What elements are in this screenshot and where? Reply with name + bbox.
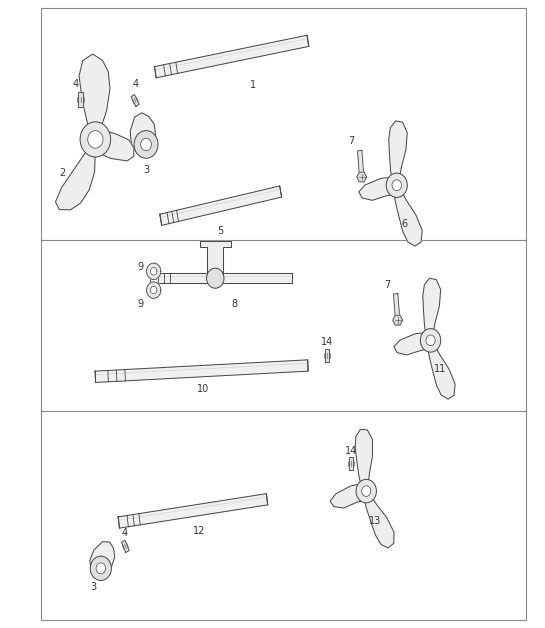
Polygon shape	[79, 54, 110, 143]
Circle shape	[420, 328, 441, 352]
Polygon shape	[131, 94, 140, 107]
Text: 12: 12	[193, 526, 205, 536]
Polygon shape	[394, 332, 434, 355]
Polygon shape	[160, 186, 282, 225]
Polygon shape	[393, 294, 400, 320]
Text: 3: 3	[143, 165, 149, 175]
Polygon shape	[423, 278, 441, 338]
Polygon shape	[349, 457, 353, 470]
Circle shape	[141, 138, 152, 151]
Polygon shape	[427, 342, 455, 399]
Text: 4: 4	[132, 79, 138, 89]
Text: 4: 4	[72, 79, 78, 89]
Circle shape	[426, 335, 435, 345]
Polygon shape	[90, 542, 114, 577]
Polygon shape	[150, 273, 292, 283]
Circle shape	[207, 268, 224, 288]
Polygon shape	[355, 430, 372, 490]
Polygon shape	[147, 282, 161, 298]
Text: 5: 5	[217, 226, 224, 236]
Polygon shape	[93, 129, 134, 161]
Polygon shape	[122, 540, 129, 553]
Circle shape	[356, 479, 377, 503]
Circle shape	[96, 563, 106, 574]
Text: 9: 9	[137, 262, 144, 272]
Polygon shape	[56, 136, 96, 210]
Circle shape	[88, 131, 103, 148]
Text: 14: 14	[345, 446, 357, 456]
Polygon shape	[95, 360, 308, 382]
Polygon shape	[358, 151, 364, 177]
Polygon shape	[147, 263, 161, 279]
Polygon shape	[359, 176, 401, 200]
Polygon shape	[150, 268, 157, 275]
Polygon shape	[330, 483, 370, 508]
Polygon shape	[78, 92, 83, 107]
Circle shape	[392, 180, 402, 191]
Polygon shape	[200, 241, 231, 278]
Text: 1: 1	[250, 80, 257, 90]
Text: 3: 3	[90, 582, 97, 592]
Text: 6: 6	[401, 219, 408, 229]
Text: 8: 8	[231, 299, 238, 309]
Polygon shape	[130, 113, 155, 156]
Circle shape	[134, 131, 158, 158]
Circle shape	[80, 122, 111, 157]
Polygon shape	[118, 494, 268, 528]
Text: 2: 2	[59, 168, 66, 178]
Polygon shape	[364, 493, 394, 548]
Circle shape	[362, 486, 371, 496]
Polygon shape	[150, 286, 157, 294]
Text: 4: 4	[121, 528, 128, 538]
Text: 7: 7	[384, 280, 390, 290]
Text: 11: 11	[434, 364, 446, 374]
Polygon shape	[154, 35, 309, 78]
Text: 7: 7	[348, 136, 355, 146]
Circle shape	[386, 173, 407, 197]
Text: 9: 9	[137, 299, 144, 309]
Polygon shape	[393, 188, 422, 246]
Text: 14: 14	[321, 337, 333, 347]
Polygon shape	[325, 349, 329, 362]
Bar	[41, 8, 526, 620]
Text: 10: 10	[197, 384, 209, 394]
Circle shape	[90, 556, 111, 580]
Polygon shape	[389, 121, 407, 183]
Polygon shape	[357, 172, 367, 182]
Text: 13: 13	[369, 516, 381, 526]
Polygon shape	[393, 315, 403, 325]
